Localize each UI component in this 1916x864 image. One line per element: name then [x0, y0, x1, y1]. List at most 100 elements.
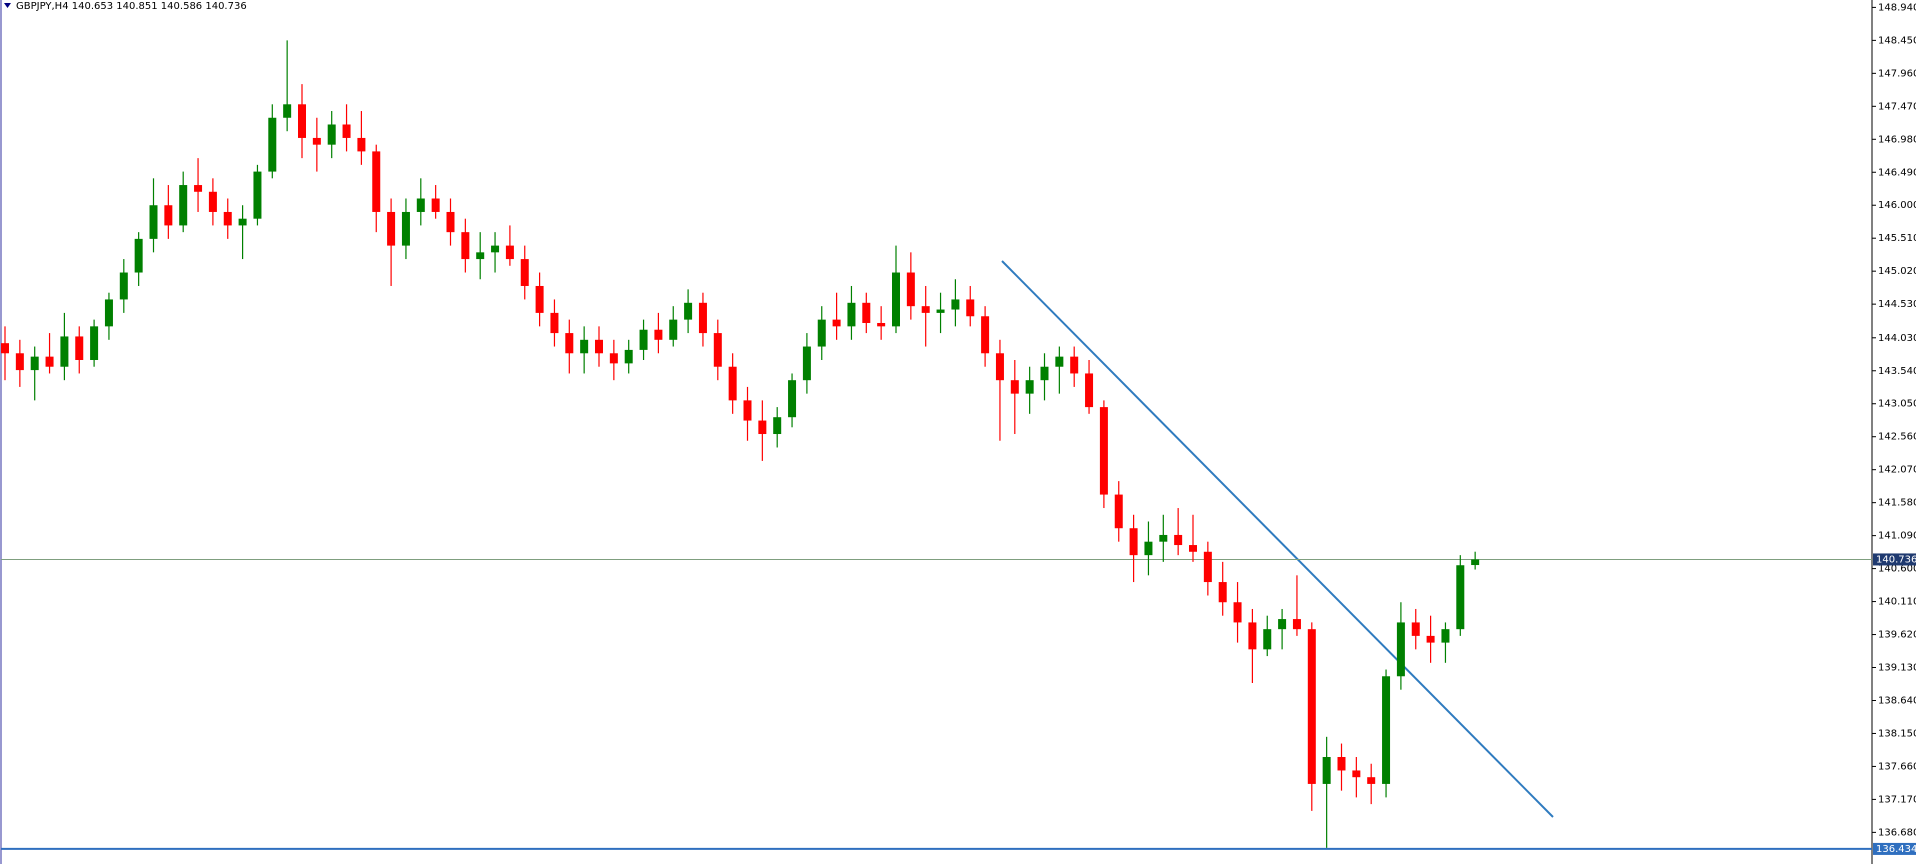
y-tick-label: 147.960 [1878, 68, 1916, 79]
candle-body [966, 299, 975, 317]
candle-body [1263, 629, 1272, 650]
y-tick-label: 141.580 [1878, 498, 1916, 509]
candle-body [446, 211, 455, 233]
candle-body [1189, 545, 1197, 552]
candle-body [892, 272, 900, 327]
y-tick-label: 139.620 [1878, 630, 1916, 641]
candle-body [75, 336, 84, 360]
y-tick-label: 137.660 [1878, 761, 1916, 772]
price-label: 140.736 [1876, 554, 1916, 565]
candle-body [1218, 582, 1227, 603]
candle-body [758, 420, 767, 435]
candle-body [15, 353, 24, 371]
candle-body [832, 319, 841, 327]
y-tick-label: 146.490 [1878, 167, 1916, 178]
candle-body [164, 205, 173, 226]
candle-body [580, 339, 589, 354]
y-tick-label: 142.070 [1878, 465, 1916, 476]
candle-body [1441, 629, 1450, 643]
candle-body [862, 302, 871, 323]
candle-body [1471, 559, 1480, 566]
candle-body [684, 302, 693, 320]
candle-body [951, 299, 960, 310]
candle-body [60, 336, 69, 367]
y-tick-label: 139.130 [1878, 663, 1916, 674]
candle-body [461, 232, 470, 260]
candle-body [550, 312, 559, 334]
candle-body [773, 417, 782, 435]
y-tick-label: 138.640 [1878, 695, 1916, 706]
candle-body [312, 137, 321, 145]
candle-body [1085, 373, 1094, 408]
candle-body [1099, 407, 1108, 495]
price-label-box [1873, 553, 1916, 566]
candle-body [1070, 356, 1079, 374]
candle-body [253, 171, 262, 219]
candle-body [520, 259, 529, 286]
candle-body [847, 302, 856, 327]
candle-body [149, 205, 158, 239]
y-tick-label: 143.050 [1878, 399, 1916, 410]
candle-body [817, 319, 826, 347]
candle-body [1129, 528, 1138, 556]
candle-body [1367, 777, 1376, 784]
candle-body [372, 151, 381, 212]
candle-body [268, 117, 277, 172]
candle-body [134, 238, 143, 273]
y-tick-label: 140.600 [1878, 564, 1916, 575]
candle-body [179, 185, 188, 226]
candle-body [1307, 629, 1316, 784]
y-tick-label: 148.940 [1878, 2, 1916, 13]
candle-body [357, 137, 366, 152]
candle-body [1456, 565, 1465, 630]
candle-body [609, 353, 618, 364]
candle-body [728, 366, 737, 401]
candle-body [669, 319, 678, 340]
candle-body [802, 346, 811, 381]
candle-body [45, 356, 54, 367]
y-tick-label: 145.510 [1878, 233, 1916, 244]
candle-body [505, 245, 514, 260]
candle-body [283, 104, 292, 118]
candle-body [595, 339, 603, 354]
y-tick-label: 144.530 [1878, 299, 1916, 310]
candle-body [1040, 366, 1049, 381]
collapse-icon[interactable] [4, 3, 11, 8]
candle-body [1248, 622, 1257, 650]
candle-body [223, 211, 232, 226]
candle-body [119, 272, 128, 300]
candle-body [1025, 380, 1034, 394]
candle-body [565, 333, 574, 354]
y-tick-label: 141.090 [1878, 531, 1916, 542]
candle-body [208, 191, 217, 212]
y-tick-label: 142.560 [1878, 432, 1916, 443]
candle-body [491, 245, 500, 253]
candle-body [535, 285, 544, 313]
candle-body [981, 316, 990, 354]
candle-body [713, 333, 722, 367]
candle-body [1010, 380, 1019, 394]
y-tick-label: 144.030 [1878, 333, 1916, 344]
candle-body [1278, 619, 1287, 630]
trend-line [1001, 260, 1554, 818]
y-tick-label: 147.470 [1878, 101, 1916, 112]
candle-body [936, 309, 945, 313]
candle-body [624, 349, 633, 364]
candle-body [1426, 635, 1435, 643]
candle-body [921, 306, 930, 313]
y-tick-label: 145.020 [1878, 266, 1916, 277]
candle-body [906, 272, 915, 307]
candle-body [238, 218, 247, 226]
candle-body [698, 302, 707, 334]
candle-body [1322, 757, 1331, 784]
candle-body [30, 356, 39, 371]
candle-body [1337, 757, 1346, 771]
candle-body [387, 211, 396, 246]
y-tick-label: 143.540 [1878, 366, 1916, 377]
candle-body [194, 185, 203, 192]
candle-body [1114, 494, 1123, 529]
y-tick-label: 137.170 [1878, 794, 1916, 805]
candle-body [476, 252, 485, 260]
candle-body [1396, 622, 1405, 677]
